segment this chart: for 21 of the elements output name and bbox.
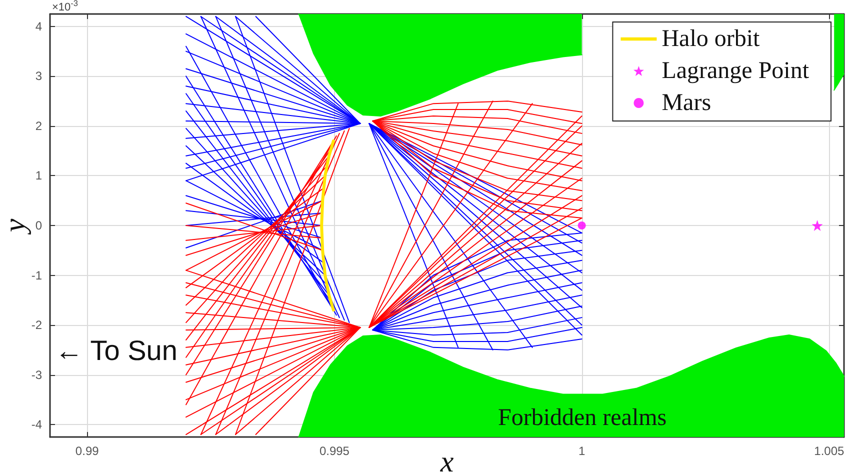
y-tick-label: -4: [31, 418, 42, 432]
legend-label: Halo orbit: [662, 26, 760, 52]
annotation: Forbidden realms: [498, 405, 667, 432]
legend-label: Mars: [662, 90, 712, 116]
x-tick-label: 1.005: [814, 444, 844, 458]
y-tick-label: -2: [31, 318, 42, 332]
x-tick-label: 0.99: [75, 444, 100, 458]
text: ×10$^{-3}$: [52, 0, 78, 14]
x-tick-label: 1: [578, 444, 586, 458]
y-tick-label: 2: [35, 118, 42, 133]
x-axis-title: x: [439, 446, 454, 474]
y-axis-title: y: [0, 218, 32, 236]
annotation: ← To Sun: [55, 335, 178, 367]
y-tick-label: -1: [31, 268, 42, 282]
y-tick-label: -3: [31, 368, 42, 382]
y-tick-label: 3: [35, 69, 42, 84]
y-tick-label: 4: [35, 19, 42, 34]
legend-label: Lagrange Point: [662, 58, 810, 84]
y-tick-label: 1: [35, 168, 42, 183]
y-tick-label: 0: [35, 218, 42, 232]
x-tick-label: 0.995: [319, 444, 350, 458]
